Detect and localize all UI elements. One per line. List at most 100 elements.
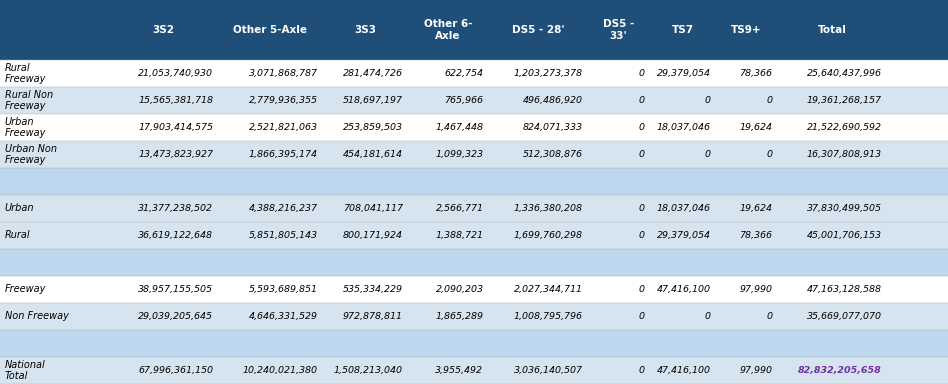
Text: 3,955,492: 3,955,492 [435,366,483,375]
Text: 5,593,689,851: 5,593,689,851 [248,285,318,294]
Text: 16,307,808,913: 16,307,808,913 [807,150,882,159]
Text: 67,996,361,150: 67,996,361,150 [138,366,213,375]
Text: 31,377,238,502: 31,377,238,502 [138,204,213,213]
Text: 0: 0 [639,312,645,321]
Text: 29,379,054: 29,379,054 [657,231,711,240]
Text: Rural Non: Rural Non [5,90,53,100]
Text: 97,990: 97,990 [739,285,773,294]
Bar [0,357,948,384]
Text: 3,036,140,507: 3,036,140,507 [514,366,583,375]
Text: DS5 -
33': DS5 - 33' [603,18,634,41]
Text: 17,903,414,575: 17,903,414,575 [138,122,213,132]
Text: 0: 0 [705,150,711,159]
Text: 2,566,771: 2,566,771 [435,204,483,213]
Text: National: National [5,360,46,370]
Text: 0: 0 [639,204,645,213]
Text: 1,336,380,208: 1,336,380,208 [514,204,583,213]
Text: Freeway: Freeway [5,155,46,165]
Text: 281,474,726: 281,474,726 [343,68,403,78]
Text: Non Freeway: Non Freeway [5,311,68,321]
Text: 3,071,868,787: 3,071,868,787 [248,68,318,78]
Text: DS5 - 28': DS5 - 28' [512,25,564,35]
Text: 10,240,021,380: 10,240,021,380 [243,366,318,375]
Text: 765,966: 765,966 [445,96,483,104]
Text: 47,163,128,588: 47,163,128,588 [807,285,882,294]
Text: 1,699,760,298: 1,699,760,298 [514,231,583,240]
Text: 0: 0 [639,231,645,240]
Text: 4,646,331,529: 4,646,331,529 [248,312,318,321]
Text: 2,779,936,355: 2,779,936,355 [248,96,318,104]
Text: 0: 0 [705,96,711,104]
Text: Total: Total [5,371,28,381]
Text: 18,037,046: 18,037,046 [657,204,711,213]
Text: 800,171,924: 800,171,924 [343,231,403,240]
Text: 47,416,100: 47,416,100 [657,366,711,375]
Text: 824,071,333: 824,071,333 [523,122,583,132]
Bar [0,330,948,357]
Bar [0,141,948,168]
Text: 37,830,499,505: 37,830,499,505 [807,204,882,213]
Text: Freeway: Freeway [5,128,46,138]
Bar [0,303,948,330]
Bar [0,195,948,222]
Text: 36,619,122,648: 36,619,122,648 [138,231,213,240]
Text: 1,388,721: 1,388,721 [435,231,483,240]
Text: Other 6-
Axle: Other 6- Axle [424,18,472,41]
Text: 29,379,054: 29,379,054 [657,68,711,78]
Text: 1,467,448: 1,467,448 [435,122,483,132]
Text: 15,565,381,718: 15,565,381,718 [138,96,213,104]
Text: Rural: Rural [5,230,30,240]
Text: 0: 0 [705,312,711,321]
Bar [0,86,948,114]
Text: Freeway: Freeway [5,101,46,111]
Text: 0: 0 [639,150,645,159]
Bar [0,60,948,86]
Text: 21,522,690,592: 21,522,690,592 [807,122,882,132]
Text: 4,388,216,237: 4,388,216,237 [248,204,318,213]
Text: 78,366: 78,366 [739,231,773,240]
Text: 0: 0 [767,312,773,321]
Text: 45,001,706,153: 45,001,706,153 [807,231,882,240]
Text: 535,334,229: 535,334,229 [343,285,403,294]
Text: 0: 0 [639,285,645,294]
Text: 13,473,823,927: 13,473,823,927 [138,150,213,159]
Text: 1,099,323: 1,099,323 [435,150,483,159]
Text: 25,640,437,996: 25,640,437,996 [807,68,882,78]
Text: 2,090,203: 2,090,203 [435,285,483,294]
Bar [0,222,948,249]
Text: 972,878,811: 972,878,811 [343,312,403,321]
Text: 2,521,821,063: 2,521,821,063 [248,122,318,132]
Text: 496,486,920: 496,486,920 [523,96,583,104]
Text: 19,624: 19,624 [739,204,773,213]
Text: 19,361,268,157: 19,361,268,157 [807,96,882,104]
Text: 253,859,503: 253,859,503 [343,122,403,132]
Text: 454,181,614: 454,181,614 [343,150,403,159]
Bar [0,114,948,141]
Text: 1,203,273,378: 1,203,273,378 [514,68,583,78]
Text: Urban Non: Urban Non [5,144,57,154]
Text: 18,037,046: 18,037,046 [657,122,711,132]
Text: 97,990: 97,990 [739,366,773,375]
Text: 35,669,077,070: 35,669,077,070 [807,312,882,321]
Text: 82,832,205,658: 82,832,205,658 [798,366,882,375]
Text: Other 5-Axle: Other 5-Axle [233,25,307,35]
Bar [0,0,948,60]
Text: Total: Total [817,25,847,35]
Text: 0: 0 [639,96,645,104]
Text: 0: 0 [767,150,773,159]
Text: 0: 0 [639,68,645,78]
Text: 518,697,197: 518,697,197 [343,96,403,104]
Text: 78,366: 78,366 [739,68,773,78]
Text: 0: 0 [767,96,773,104]
Text: Freeway: Freeway [5,74,46,84]
Text: 1,866,395,174: 1,866,395,174 [248,150,318,159]
Text: 622,754: 622,754 [445,68,483,78]
Text: Urban: Urban [5,203,34,213]
Text: 1,508,213,040: 1,508,213,040 [334,366,403,375]
Text: 19,624: 19,624 [739,122,773,132]
Text: 708,041,117: 708,041,117 [343,204,403,213]
Text: 47,416,100: 47,416,100 [657,285,711,294]
Bar [0,249,948,276]
Text: Urban: Urban [5,117,34,127]
Text: TS7: TS7 [671,25,694,35]
